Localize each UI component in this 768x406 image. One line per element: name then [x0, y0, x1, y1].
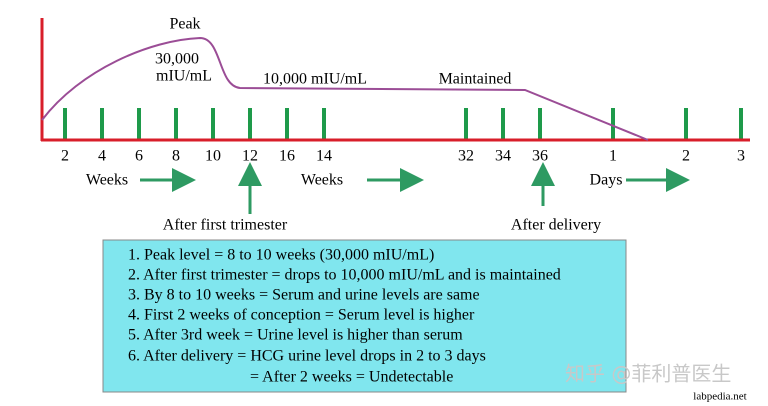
notes: 1. Peak level = 8 to 10 weeks (30,000 mI…	[128, 247, 561, 386]
unit-label: Weeks	[86, 172, 128, 189]
tick-label: 1	[609, 148, 617, 165]
note-line: 6. After delivery = HCG urine level drop…	[128, 348, 486, 365]
tick-label: 16	[279, 148, 295, 165]
peak-unit: mIU/mL	[156, 68, 212, 85]
note-line: 4. First 2 weeks of conception = Serum l…	[128, 307, 475, 324]
tick-mark	[739, 108, 743, 140]
tick-label: 10	[205, 148, 221, 165]
tick-label: 34	[495, 148, 511, 165]
tick-label: 14	[316, 148, 332, 165]
tick-mark	[611, 108, 615, 140]
tick-mark	[63, 108, 67, 140]
tick-mark	[684, 108, 688, 140]
tick-mark	[501, 108, 505, 140]
tick-label: 12	[242, 148, 258, 165]
tick-label: 8	[172, 148, 180, 165]
unit-label: Weeks	[301, 172, 343, 189]
note-line: = After 2 weeks = Undetectable	[250, 369, 453, 386]
tick-mark	[137, 108, 141, 140]
tick-label: 3	[737, 148, 745, 165]
tick-label: 2	[61, 148, 69, 165]
tick-mark	[248, 108, 252, 140]
peak-value: 30,000	[155, 51, 199, 68]
notes-box	[102, 239, 627, 393]
tick-label: 32	[458, 148, 474, 165]
tick-mark	[211, 108, 215, 140]
tick-label: 2	[682, 148, 690, 165]
note-line: 5. After 3rd week = Urine level is highe…	[128, 327, 463, 344]
tick-mark	[285, 108, 289, 140]
note-line: 3. By 8 to 10 weeks = Serum and urine le…	[128, 287, 480, 304]
tick-label: 6	[135, 148, 143, 165]
tick-label: 36	[532, 148, 548, 165]
tick-label: 4	[98, 148, 106, 165]
tick-group: 2 4 6 8 10 12 16 14 32 34 36 1 2 3	[61, 108, 745, 165]
note-line: 1. Peak level = 8 to 10 weeks (30,000 mI…	[128, 247, 434, 264]
hcg-curve	[41, 36, 649, 141]
unit-label: Days	[590, 172, 623, 189]
peak-label: Peak	[169, 16, 200, 33]
tick-mark	[100, 108, 104, 140]
plateau-label: 10,000 mIU/mL	[263, 71, 367, 88]
tick-mark	[322, 108, 326, 140]
watermark: 知乎 @菲利普医生	[565, 362, 731, 386]
marker-label: After first trimester	[163, 217, 288, 234]
note-line: 2. After first trimester = drops to 10,0…	[128, 267, 561, 284]
source: labpedia.net	[693, 391, 746, 403]
marker-label: After delivery	[511, 217, 601, 234]
maintained-label: Maintained	[439, 71, 512, 88]
tick-mark	[174, 108, 178, 140]
tick-mark	[464, 108, 468, 140]
tick-mark	[538, 108, 542, 140]
